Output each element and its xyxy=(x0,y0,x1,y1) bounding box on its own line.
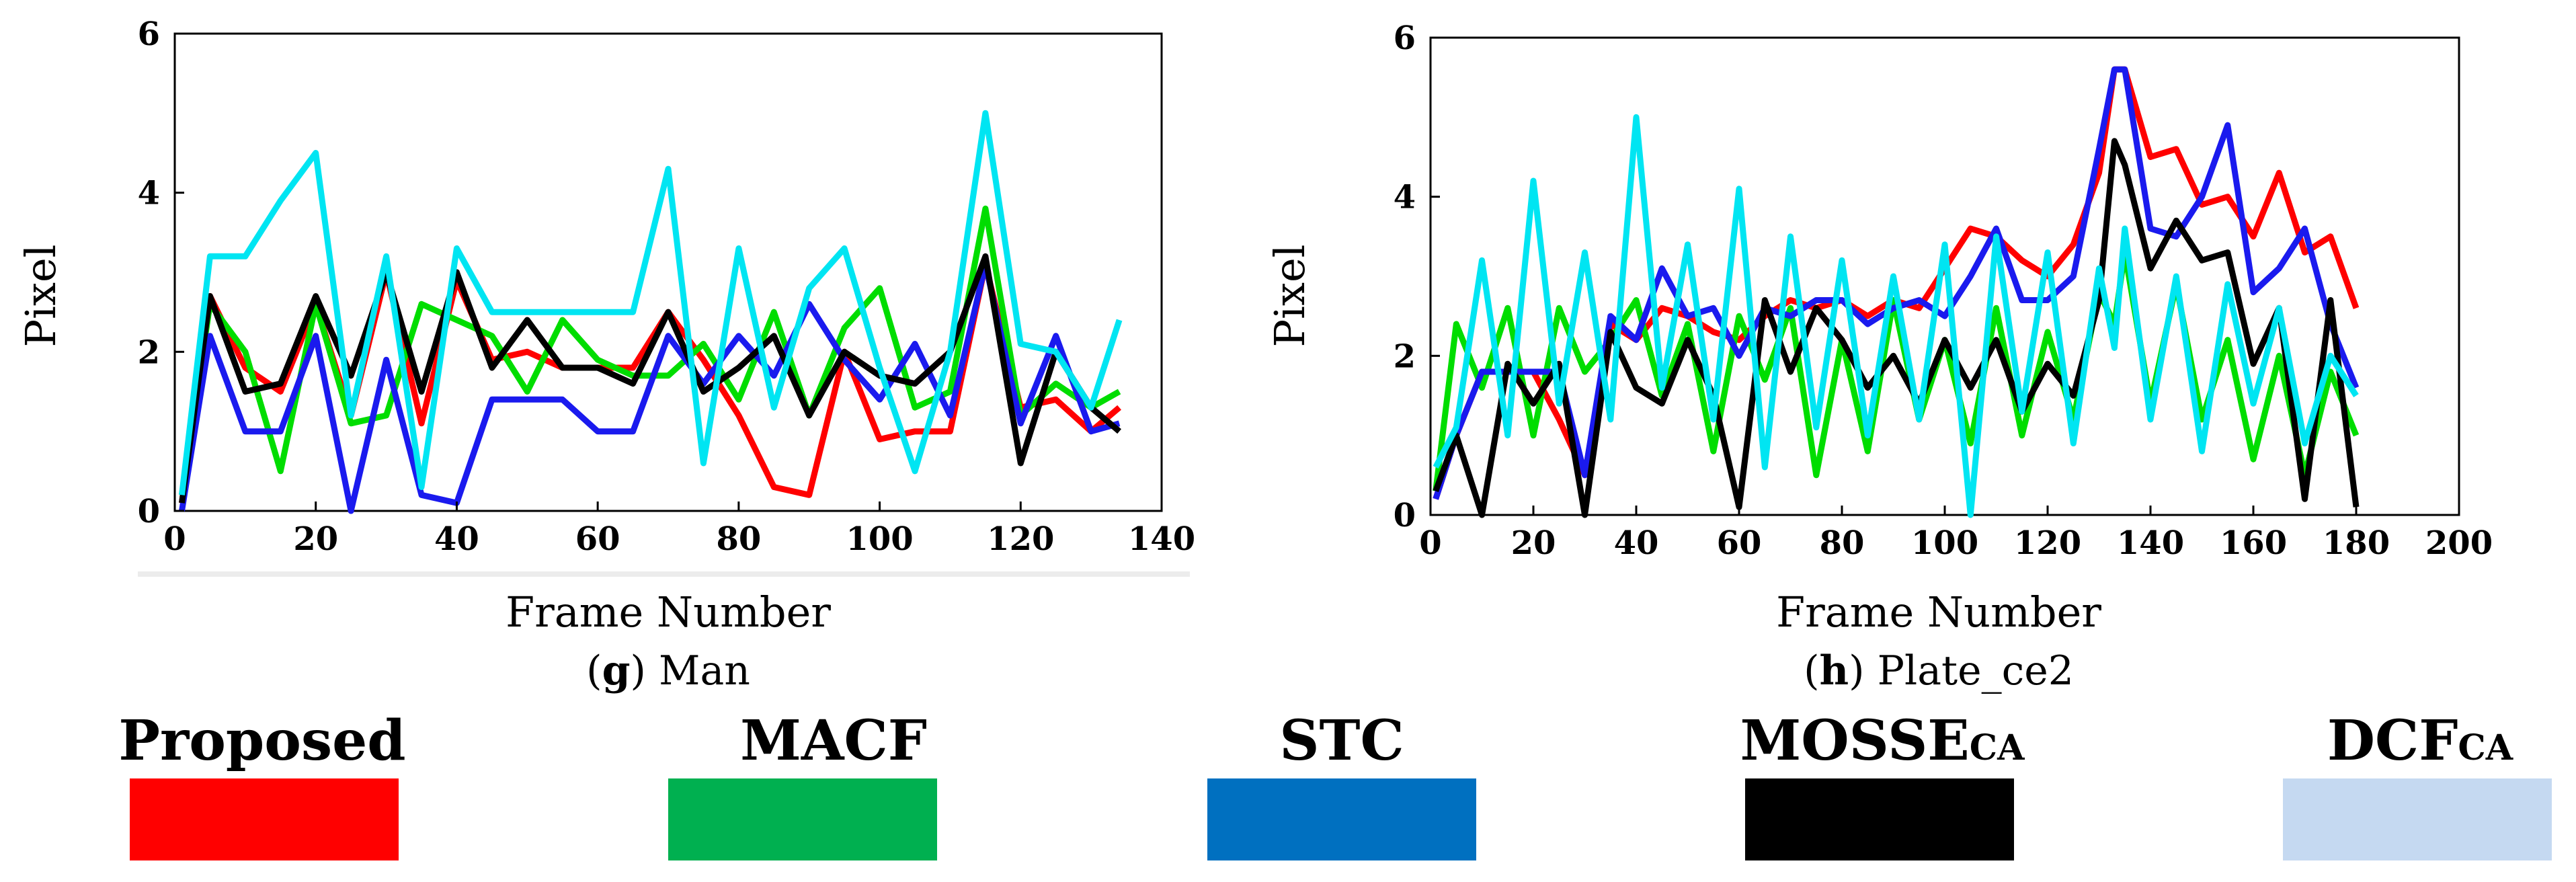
legend-name-dcf: DCF xyxy=(2327,709,2458,773)
legend-swatch-proposed xyxy=(130,778,399,860)
plot-h-ylabel: Pixel xyxy=(1265,244,1314,347)
plot-h-ytick-label: 2 xyxy=(1394,337,1416,375)
legend-label-dcf: DCFCA xyxy=(2327,709,2513,773)
plot-h-caption-text: Plate_ce2 xyxy=(1865,647,2074,694)
legend-sub-dcf: CA xyxy=(2458,727,2513,768)
plot-h-xtick-label: 60 xyxy=(1717,524,1762,562)
plot-h-xticks: 0 20 40 60 80 100 120 140 160 180 200 xyxy=(1419,506,2493,562)
plot-h-xtick-label: 140 xyxy=(2117,524,2184,562)
plot-h-ytick-label: 4 xyxy=(1394,179,1416,216)
legend-name-macf: MACF xyxy=(740,709,927,773)
legend-label-mosse: MOSSECA xyxy=(1740,709,2025,773)
plot-h-xtick-label: 200 xyxy=(2425,524,2493,562)
plot-g-ytick-label: 0 xyxy=(138,493,160,530)
plot-h-xtick-label: 20 xyxy=(1511,524,1556,562)
legend-label-macf: MACF xyxy=(740,709,927,773)
plot-g-xtick-label: 140 xyxy=(1128,520,1195,558)
plot-h-ytick-label: 6 xyxy=(1394,19,1416,57)
plot-h: 0 20 40 60 80 100 120 140 160 180 200 0 2 4 6 Frame N… xyxy=(1265,19,2493,694)
plot-h-caption: (h) Plate_ce2 xyxy=(1804,647,2074,694)
plot-h-xtick-label: 160 xyxy=(2220,524,2287,562)
legend-name-stc: STC xyxy=(1279,709,1404,773)
plot-h-line-mosseca xyxy=(1433,138,2360,518)
plot-g-xtick-label: 0 xyxy=(163,520,186,558)
legend-item-dcf: DCFCA xyxy=(2283,709,2552,860)
plot-h-series xyxy=(1433,66,2360,518)
plot-h-line-dcfca xyxy=(1433,114,2359,518)
plot-g-xtick-label: 120 xyxy=(987,520,1054,558)
legend-label-stc: STC xyxy=(1279,709,1404,773)
legend-swatch-mosse xyxy=(1745,778,2014,860)
legend-label-proposed: Proposed xyxy=(118,709,405,773)
plot-h-xtick-label: 180 xyxy=(2323,524,2390,562)
plot-g-xtick-label: 100 xyxy=(846,520,913,558)
plot-g-line-mosseca xyxy=(179,253,1122,504)
plot-h-xlabel: Frame Number xyxy=(1776,588,2101,637)
legend-swatch-stc xyxy=(1207,778,1476,860)
plot-h-xtick-label: 0 xyxy=(1419,524,1441,562)
plot-g-xtick-label: 60 xyxy=(575,520,620,558)
legend-swatch-dcf xyxy=(2283,778,2552,860)
legend-sub-mosse: CA xyxy=(1970,727,2025,768)
plot-h-caption-letter: h xyxy=(1820,647,1849,694)
plot-g-yticks: 0 2 4 6 xyxy=(138,15,184,530)
plot-g-line-stc xyxy=(179,261,1121,514)
legend-item-macf: MACF xyxy=(668,709,937,860)
plot-h-yticks: 0 2 4 6 xyxy=(1394,19,1440,534)
plot-g-xticks: 0 20 40 60 80 100 120 140 xyxy=(163,502,1195,558)
plot-h-xtick-label: 100 xyxy=(1911,524,1978,562)
plot-g-ytick-label: 4 xyxy=(138,175,160,212)
plot-g-series xyxy=(179,110,1123,514)
separator-bar xyxy=(138,571,1190,577)
plot-h-ytick-label: 0 xyxy=(1394,497,1416,534)
legend: Proposed MACF STC MOSSECA DCFCA xyxy=(118,709,2552,860)
plot-h-xtick-label: 80 xyxy=(1820,524,1865,562)
legend-item-mosse: MOSSECA xyxy=(1740,709,2025,860)
plot-g: 0 20 40 60 80 100 120 140 0 2 4 6 Frame Number Pix… xyxy=(16,15,1195,694)
legend-item-proposed: Proposed xyxy=(118,709,406,860)
plot-g-frame xyxy=(173,32,1163,512)
plot-h-xtick-label: 40 xyxy=(1614,524,1659,562)
legend-name-mosse: MOSSE xyxy=(1740,709,1969,773)
legend-item-stc: STC xyxy=(1207,709,1476,860)
plot-g-caption-letter: g xyxy=(602,647,631,694)
plot-g-caption-text: Man xyxy=(646,647,750,694)
legend-swatch-macf xyxy=(668,778,937,860)
plot-h-xtick-label: 120 xyxy=(2014,524,2081,562)
plot-g-xtick-label: 80 xyxy=(716,520,761,558)
plot-g-xtick-label: 40 xyxy=(434,520,479,558)
plot-g-xtick-label: 20 xyxy=(293,520,338,558)
plot-g-ytick-label: 6 xyxy=(138,15,160,53)
plot-g-line-dcfca xyxy=(179,110,1123,495)
plot-g-ytick-label: 2 xyxy=(138,333,160,371)
plot-g-xlabel: Frame Number xyxy=(506,588,831,637)
plot-g-ylabel: Pixel xyxy=(16,244,65,347)
legend-name-proposed: Proposed xyxy=(118,709,405,773)
plot-g-caption: (g) Man xyxy=(586,647,750,694)
plot-h-line-stc xyxy=(1433,66,2360,500)
